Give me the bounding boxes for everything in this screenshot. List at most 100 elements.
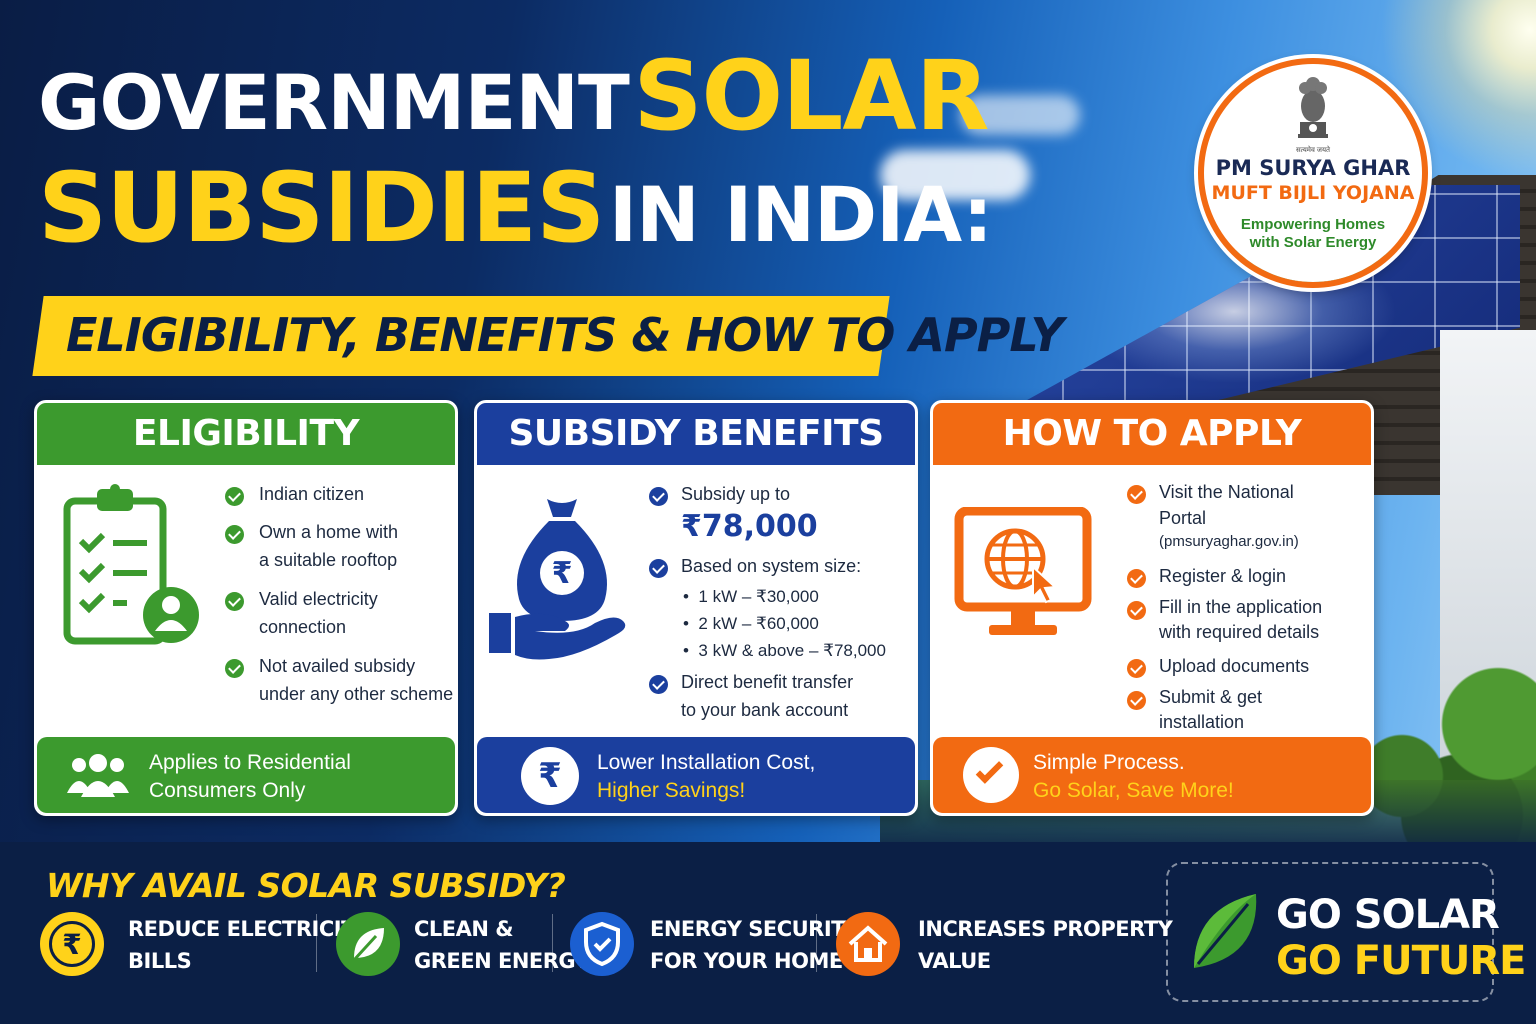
shield-glyph — [584, 921, 620, 967]
check-icon — [225, 487, 244, 506]
apply-step-text: Submit & get — [1159, 687, 1263, 707]
title-solar: SOLAR — [633, 40, 989, 152]
size-list-text: 1 kW – ₹30,000 — [698, 587, 819, 606]
benefit-text-line: BILLS — [128, 948, 192, 973]
subsidy-amount: ₹78,000 — [681, 509, 818, 544]
cloud — [880, 150, 1030, 200]
checkmark-circle-icon — [963, 747, 1019, 803]
size-list-item: • 3 kW & above – ₹78,000 — [683, 641, 886, 661]
eligibility-item-text: Valid electricity — [259, 589, 378, 609]
benefit-item-text: to your bank account — [681, 699, 849, 720]
rupee-cycle-icon: ₹ — [40, 912, 104, 976]
eligibility-footer: Applies to Residential Consumers Only — [37, 737, 455, 813]
footer-text-line: Applies to Residential — [149, 751, 351, 774]
size-list-text: 3 kW & above – ₹78,000 — [698, 641, 886, 661]
pm-surya-ghar-badge: सत्यमेव जयते PM SURYA GHAR MUFT BIJLI YO… — [1198, 58, 1428, 288]
cta-go-future: GO FUTURE — [1276, 938, 1526, 984]
benefit-text-line: VALUE — [918, 948, 991, 973]
apply-step-register: Register & login — [1159, 563, 1286, 591]
size-list-item: • 2 kW – ₹60,000 — [683, 614, 819, 634]
benefit-reduce-bills: REDUCE ELECTRICITY BILLS — [128, 914, 370, 977]
benefits-heading: SUBSIDY BENEFITS — [477, 403, 915, 465]
apply-step-fill: Fill in the application with required de… — [1159, 595, 1322, 645]
rupee-symbol: ₹ — [538, 756, 562, 796]
eligibility-item-text: a suitable rooftop — [259, 549, 398, 570]
apply-step-text: with required details — [1159, 622, 1320, 643]
benefit-item-subsidy: Subsidy up to — [681, 481, 790, 509]
rupee-icon: ₹ — [521, 747, 579, 805]
portal-url: (pmsuryaghar.gov.in) — [1159, 533, 1299, 551]
benefit-clean-energy: CLEAN & GREEN ENERGY — [414, 914, 590, 977]
footer-text-line: Go Solar, Save More! — [1033, 779, 1234, 803]
check-icon — [1127, 691, 1146, 710]
how-to-apply-card: HOW TO APPLY Visit the National Portal (… — [930, 400, 1374, 816]
check-icon — [1127, 659, 1146, 678]
leaf-glyph — [352, 928, 384, 962]
apply-footer-text: Simple Process. Go Solar, Save More! — [1033, 749, 1234, 806]
badge-scheme-name: PM SURYA GHAR — [1215, 156, 1411, 180]
house-icon — [836, 912, 900, 976]
eligibility-item-text: Not availed subsidy — [259, 656, 416, 676]
eligibility-item: Own a home with a suitable rooftop — [259, 519, 398, 575]
eligibility-item: Indian citizen — [259, 481, 364, 509]
title-line-2: SUBSIDIES IN INDIA: — [38, 160, 993, 256]
cloud — [960, 95, 1080, 135]
benefits-footer: ₹ Lower Installation Cost, Higher Saving… — [477, 737, 915, 813]
eligibility-card: ELIGIBILITY Indian citizen Own a home wi… — [34, 400, 458, 816]
badge-tagline: Empowering Homes with Solar Energy — [1204, 216, 1422, 252]
national-emblem-icon — [1298, 77, 1328, 138]
size-list: • 1 kW – ₹30,000 • 2 kW – ₹60,000 • 3 kW… — [683, 583, 886, 665]
badge-motto: सत्यमेव जयते — [1295, 147, 1331, 154]
eligibility-item-text: under any other scheme — [259, 683, 454, 704]
apply-step-portal: Visit the National Portal (pmsuryaghar.g… — [1159, 479, 1299, 553]
eligibility-footer-text: Applies to Residential Consumers Only — [149, 749, 351, 806]
subtitle: ELIGIBILITY, BENEFITS & HOW TO APPLY — [66, 308, 1064, 362]
size-list-text: 2 kW – ₹60,000 — [698, 614, 819, 634]
green-leaf-icon — [1194, 894, 1257, 968]
check-icon — [225, 659, 244, 678]
badge-tagline-l1: Empowering Homes — [1240, 216, 1386, 233]
benefit-item-dbt: Direct benefit transfer to your bank acc… — [681, 669, 853, 725]
apply-step-submit: Submit & get installation — [1159, 685, 1262, 735]
eligibility-item-text: connection — [259, 616, 347, 637]
benefit-text-line: CLEAN & — [414, 917, 514, 941]
benefit-item-text: Based on system size: — [681, 556, 862, 576]
footer-text-line: Simple Process. — [1033, 751, 1185, 774]
apply-step-text: installation — [1159, 712, 1245, 733]
badge-scheme-subname: MUFT BIJLI YOJANA — [1211, 182, 1415, 204]
go-solar-cta — [1166, 862, 1494, 1002]
check-icon — [1127, 601, 1146, 620]
footer-text-line: Lower Installation Cost, — [597, 751, 816, 774]
check-icon — [649, 559, 668, 578]
footer-text-line: Higher Savings! — [597, 779, 746, 803]
benefits-footer-text: Lower Installation Cost, Higher Savings! — [597, 749, 815, 806]
why-heading: WHY AVAIL SOLAR SUBSIDY? — [46, 866, 566, 905]
eligibility-item-text: Indian citizen — [259, 484, 365, 504]
eligibility-item: Valid electricity connection — [259, 586, 378, 642]
benefit-item-system-size: Based on system size: — [681, 553, 861, 581]
benefit-text-line: GREEN ENERGY — [414, 948, 590, 973]
eligibility-item-text: Own a home with — [259, 522, 399, 542]
apply-step-text: Fill in the application — [1159, 597, 1323, 617]
apply-step-text: Upload documents — [1159, 656, 1310, 676]
svg-text:₹: ₹ — [552, 556, 573, 591]
check-icon — [225, 592, 244, 611]
divider — [316, 914, 317, 972]
monitor-globe-icon — [954, 507, 1092, 635]
apply-step-text: Visit the National — [1159, 482, 1294, 502]
title-subsidies: SUBSIDIES — [38, 152, 605, 264]
footer-text-line: Consumers Only — [149, 779, 306, 803]
apply-step-upload: Upload documents — [1159, 653, 1309, 681]
shield-icon — [570, 912, 634, 976]
cta-go-solar: GO SOLAR — [1276, 892, 1500, 938]
why-avail-section — [0, 842, 1536, 1024]
benefit-item-text: Direct benefit transfer — [681, 672, 854, 692]
leaf-icon — [336, 912, 400, 976]
apply-step-text: Register & login — [1159, 566, 1287, 586]
divider — [816, 914, 817, 972]
check-icon — [1127, 569, 1146, 588]
benefit-text-line: FOR YOUR HOME — [650, 948, 843, 973]
clipboard-checklist-icon — [63, 484, 199, 645]
benefit-energy-security: ENERGY SECURITY FOR YOUR HOME — [650, 914, 860, 977]
title-government: GOVERNMENT — [38, 58, 630, 147]
